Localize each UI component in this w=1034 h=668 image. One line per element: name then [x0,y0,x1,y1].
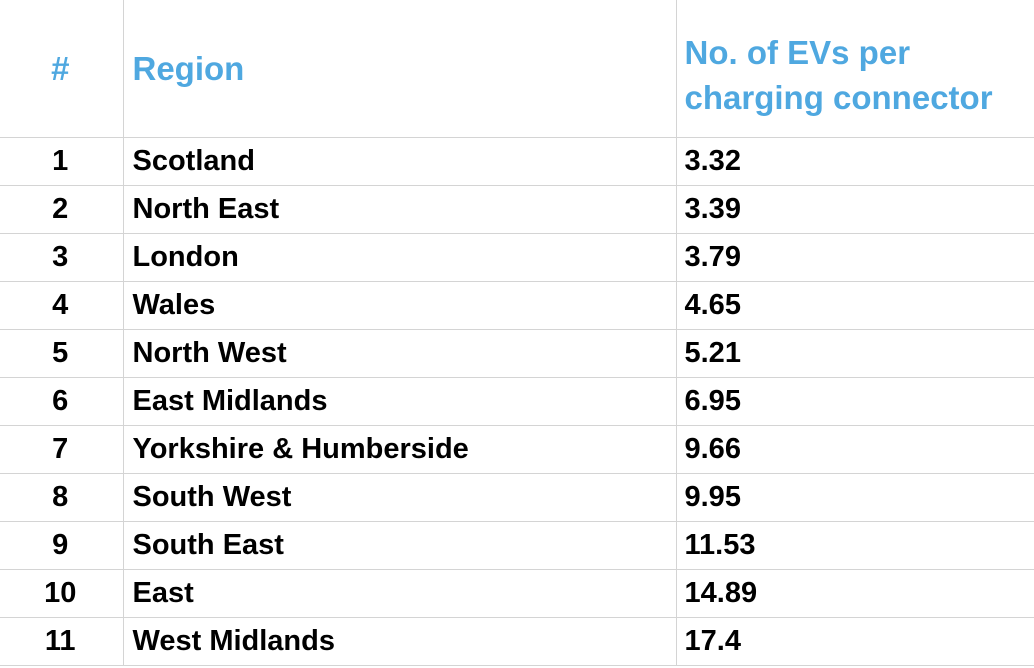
region-cell: Scotland [122,137,677,186]
value-cell: 5.21 [675,329,1034,378]
table-row: 6 East Midlands 6.95 [0,377,1034,426]
value-cell: 3.79 [675,233,1034,282]
rank-cell: 2 [0,185,124,234]
rank-cell: 10 [0,569,124,618]
rank-cell: 5 [0,329,124,378]
table-row: 7 Yorkshire & Humberside 9.66 [0,425,1034,474]
header-row: # Region No. of EVs per charging connect… [0,0,1034,138]
table-row: 2 North East 3.39 [0,185,1034,234]
table-row: 10 East 14.89 [0,569,1034,618]
header-rank: # [0,0,124,138]
table-row: 11 West Midlands 17.4 [0,617,1034,666]
value-cell: 6.95 [675,377,1034,426]
table-row: 5 North West 5.21 [0,329,1034,378]
rank-cell: 6 [0,377,124,426]
rank-cell: 9 [0,521,124,570]
value-cell: 17.4 [675,617,1034,666]
region-cell: South East [122,521,677,570]
rank-cell: 11 [0,617,124,666]
table-row: 9 South East 11.53 [0,521,1034,570]
region-cell: Wales [122,281,677,330]
table-row: 3 London 3.79 [0,233,1034,282]
region-cell: West Midlands [122,617,677,666]
value-cell: 3.39 [675,185,1034,234]
table-row: 4 Wales 4.65 [0,281,1034,330]
value-cell: 9.66 [675,425,1034,474]
value-cell: 14.89 [675,569,1034,618]
value-cell: 4.65 [675,281,1034,330]
region-cell: East [122,569,677,618]
table-row: 8 South West 9.95 [0,473,1034,522]
rank-cell: 7 [0,425,124,474]
value-cell: 11.53 [675,521,1034,570]
rank-cell: 1 [0,137,124,186]
rank-cell: 8 [0,473,124,522]
header-evs-per-connector: No. of EVs per charging connector [675,0,1034,138]
region-cell: East Midlands [122,377,677,426]
region-cell: London [122,233,677,282]
region-cell: Yorkshire & Humberside [122,425,677,474]
table-body: 1 Scotland 3.32 2 North East 3.39 3 Lond… [0,137,1034,666]
region-cell: South West [122,473,677,522]
table-row: 1 Scotland 3.32 [0,137,1034,186]
rank-cell: 4 [0,281,124,330]
header-region: Region [122,0,677,138]
region-cell: North East [122,185,677,234]
rank-cell: 3 [0,233,124,282]
value-cell: 9.95 [675,473,1034,522]
value-cell: 3.32 [675,137,1034,186]
region-cell: North West [122,329,677,378]
